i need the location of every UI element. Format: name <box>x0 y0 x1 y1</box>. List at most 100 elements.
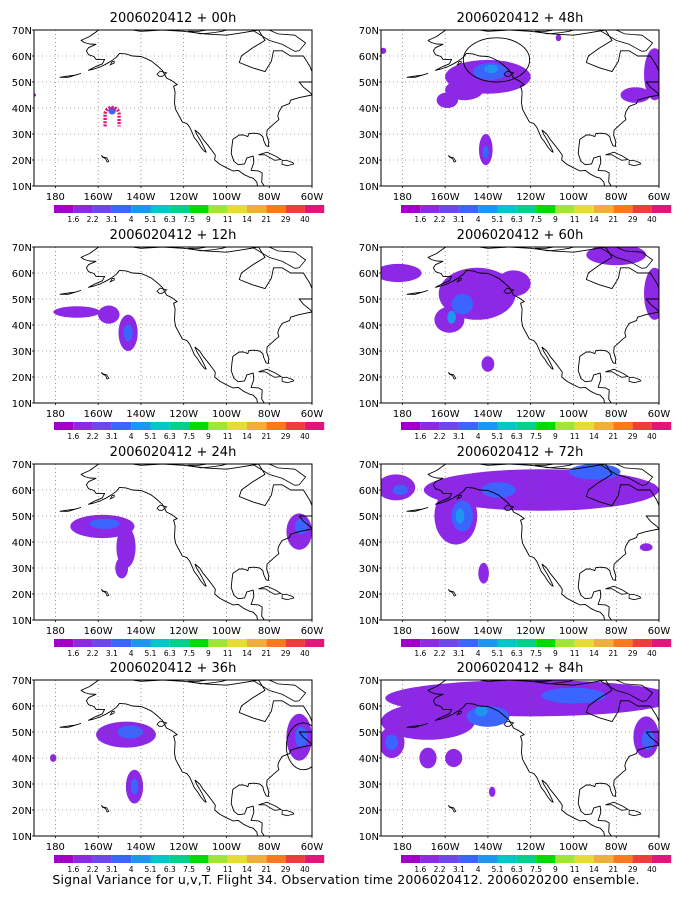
legend-swatch <box>497 422 517 430</box>
x-tick-label: 140W <box>126 409 155 420</box>
x-tick-label: 180 <box>46 626 65 637</box>
legend-swatch <box>285 205 305 213</box>
x-tick-label: 60W <box>301 842 324 853</box>
y-tick-label: 10N <box>359 832 379 843</box>
coastline <box>281 159 295 167</box>
coastline <box>456 710 462 716</box>
legend-label: 7.5 <box>183 649 195 658</box>
legend-label: 1.6 <box>67 865 79 874</box>
x-tick-label: 80W <box>605 626 628 637</box>
legend-label: 5.1 <box>492 432 504 441</box>
coastline <box>534 247 574 252</box>
legend-label: 6.3 <box>164 215 176 224</box>
legend-swatch <box>594 639 614 647</box>
legend-swatch <box>208 205 228 213</box>
variance-contour <box>620 87 651 103</box>
legend-swatch <box>536 422 556 430</box>
y-tick-label: 40N <box>359 754 379 765</box>
coastline <box>503 720 515 727</box>
variance-contour <box>482 145 489 159</box>
coastline <box>658 464 659 465</box>
legend-label: 7.5 <box>183 865 195 874</box>
legend-label: 3.1 <box>106 649 118 658</box>
legend-swatch <box>189 422 209 430</box>
coastline <box>101 589 110 597</box>
x-tick-label: 80W <box>258 192 281 203</box>
variance-contour <box>294 726 308 748</box>
legend-label: 11 <box>570 865 580 874</box>
legend-label: 40 <box>647 215 657 224</box>
legend-swatch <box>574 422 594 430</box>
legend-label: 3.1 <box>453 215 465 224</box>
y-tick-label: 10N <box>12 832 32 843</box>
legend-swatch <box>111 422 132 430</box>
x-tick-label: 100W <box>559 192 588 203</box>
legend-swatch <box>73 422 93 430</box>
coastline <box>109 277 115 283</box>
legend-swatch <box>497 639 517 647</box>
y-tick-label: 40N <box>359 321 379 332</box>
legend-swatch <box>247 639 267 647</box>
legend-swatch <box>266 422 286 430</box>
legend-label: 2.2 <box>87 215 99 224</box>
legend-swatch <box>131 639 151 647</box>
legend-label: 6.3 <box>511 649 523 658</box>
legend-swatch <box>516 205 537 213</box>
y-tick-label: 10N <box>359 616 379 627</box>
x-tick-label: 100W <box>212 409 241 420</box>
coastline <box>658 680 659 681</box>
coastline <box>258 801 283 811</box>
coastline <box>187 30 227 35</box>
legend-swatch <box>227 205 247 213</box>
y-tick-label: 70N <box>359 26 379 37</box>
y-tick-label: 50N <box>12 295 32 306</box>
y-tick-label: 40N <box>12 754 32 765</box>
y-tick-label: 60N <box>12 486 32 497</box>
legend-label: 14 <box>242 432 252 441</box>
legend-swatch <box>478 422 498 430</box>
legend-label: 29 <box>628 865 638 874</box>
coastline <box>101 372 110 380</box>
legend-swatch <box>458 205 479 213</box>
y-tick-label: 40N <box>12 321 32 332</box>
legend-swatch <box>304 639 325 647</box>
legend-swatch <box>478 205 498 213</box>
legend-swatch <box>111 639 132 647</box>
x-tick-label: 100W <box>212 192 241 203</box>
coastline <box>427 30 659 186</box>
legend-swatch <box>247 205 267 213</box>
legend-swatch <box>613 639 633 647</box>
legend-label: 4 <box>476 215 481 224</box>
variance-contour <box>115 557 129 579</box>
legend-label: 3.1 <box>453 649 465 658</box>
legend-swatch <box>92 422 112 430</box>
legend-swatch <box>439 855 459 863</box>
coastline <box>251 680 307 702</box>
legend-label: 14 <box>589 432 599 441</box>
x-tick-label: 60W <box>301 409 324 420</box>
x-tick-label: 100W <box>212 842 241 853</box>
legend-label: 2.2 <box>434 215 446 224</box>
legend-label: 1.6 <box>67 215 79 224</box>
legend-label: 1.6 <box>414 215 426 224</box>
legend-swatch <box>555 422 575 430</box>
legend-swatch <box>150 639 170 647</box>
y-tick-label: 70N <box>12 26 32 37</box>
legend-label: 21 <box>609 432 619 441</box>
y-tick-label: 60N <box>12 52 32 63</box>
x-tick-label: 180 <box>46 409 65 420</box>
y-tick-label: 20N <box>12 806 32 817</box>
y-tick-label: 60N <box>359 52 379 63</box>
legend-label: 3.1 <box>106 215 118 224</box>
legend-swatch <box>304 855 325 863</box>
y-tick-label: 30N <box>359 564 379 575</box>
legend-swatch <box>169 205 190 213</box>
y-tick-label: 50N <box>12 512 32 523</box>
x-tick-label: 160W <box>84 192 113 203</box>
legend-label: 4 <box>129 432 134 441</box>
panel-title: 2006020412 + 72h <box>457 445 584 460</box>
y-tick-label: 70N <box>12 243 32 254</box>
coastline <box>456 494 462 500</box>
legend-label: 40 <box>300 649 310 658</box>
coastline <box>156 287 168 294</box>
